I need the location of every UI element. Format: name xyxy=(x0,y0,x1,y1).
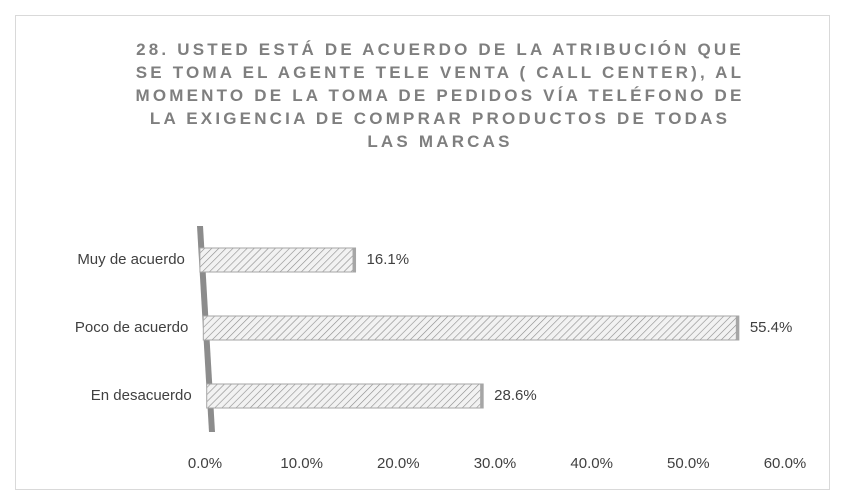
x-tick-label: 30.0% xyxy=(474,455,517,472)
x-tick-label: 0.0% xyxy=(188,455,222,472)
y-tick-label: Muy de acuerdo xyxy=(77,251,185,268)
bar-end xyxy=(352,248,356,272)
x-tick-label: 20.0% xyxy=(377,455,420,472)
value-label: 55.4% xyxy=(750,319,793,336)
y-tick-label: Poco de acuerdo xyxy=(75,319,188,336)
x-tick-label: 40.0% xyxy=(570,455,613,472)
x-tick-label: 50.0% xyxy=(667,455,710,472)
x-tick-label: 10.0% xyxy=(280,455,323,472)
bar xyxy=(202,315,740,341)
y-tick-label: En desacuerdo xyxy=(91,387,192,404)
value-label: 28.6% xyxy=(494,387,537,404)
value-label: 16.1% xyxy=(367,251,410,268)
bar xyxy=(199,247,357,273)
bar-end xyxy=(735,316,739,340)
x-tick-label: 60.0% xyxy=(764,455,807,472)
chart-title: 28. USTED ESTÁ DE ACUERDO DE LA ATRIBUCI… xyxy=(135,40,745,151)
chart-border xyxy=(15,15,830,490)
bar xyxy=(206,383,484,409)
bar-end xyxy=(480,384,484,408)
